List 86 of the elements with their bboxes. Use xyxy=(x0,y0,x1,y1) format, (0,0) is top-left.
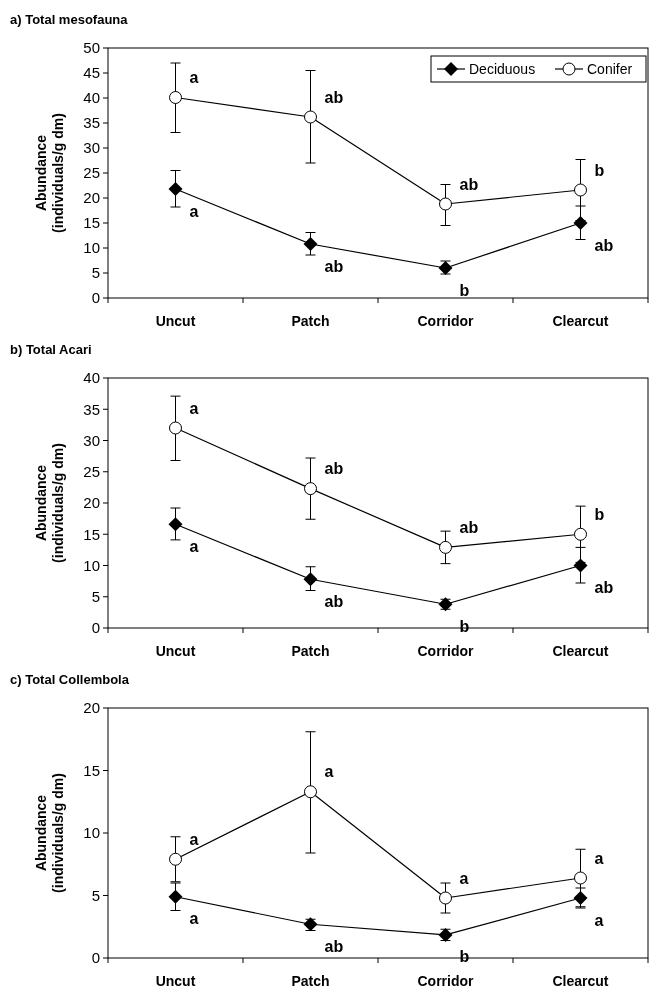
annotation: b xyxy=(459,617,470,635)
y-tick-label: 40 xyxy=(83,89,100,107)
y-tick-label: 35 xyxy=(83,400,100,418)
point xyxy=(169,421,182,435)
y-tick-label: 20 xyxy=(83,189,100,207)
annotation: a xyxy=(189,399,199,417)
y-axis-title: Abundance (individuals/g dm) xyxy=(33,773,66,893)
annotation: ab xyxy=(324,460,344,478)
y-tick-label: 25 xyxy=(83,164,100,182)
y-tick-label: 0 xyxy=(91,619,100,637)
x-tick-label: Uncut xyxy=(155,973,196,989)
chart-title: a) Total mesofauna xyxy=(10,12,129,27)
x-tick-label: Patch xyxy=(291,973,330,989)
chart-title: c) Total Collembola xyxy=(10,672,130,687)
y-tick-label: 10 xyxy=(83,556,100,574)
y-axis-title: Abundance (individuals/g dm) xyxy=(33,113,66,233)
x-tick-label: Clearcut xyxy=(552,643,609,659)
y-tick-label: 10 xyxy=(83,239,100,257)
x-tick-label: Uncut xyxy=(155,643,196,659)
point xyxy=(168,889,183,904)
annotation: b xyxy=(594,161,605,179)
annotation: b xyxy=(459,948,470,966)
annotation: ab xyxy=(324,937,344,955)
y-tick-label: 15 xyxy=(83,761,100,779)
point xyxy=(439,540,452,554)
legend-label: Deciduous xyxy=(469,60,536,77)
y-tick-label: 15 xyxy=(83,214,100,232)
y-tick-label: 0 xyxy=(91,289,100,307)
annotation: a xyxy=(459,869,469,887)
y-tick-label: 5 xyxy=(91,264,100,282)
y-tick-label: 5 xyxy=(91,588,100,605)
y-tick-label: 0 xyxy=(91,949,100,967)
annotation: ab xyxy=(459,518,479,536)
annotation: a xyxy=(324,763,334,781)
annotation: b xyxy=(594,505,605,523)
y-tick-label: 40 xyxy=(83,369,100,387)
x-tick-label: Clearcut xyxy=(552,973,609,989)
annotation: ab xyxy=(324,88,344,106)
chart-title: b) Total Acari xyxy=(10,342,92,357)
annotation: a xyxy=(189,202,199,220)
point xyxy=(169,852,182,866)
x-tick-label: Corridor xyxy=(417,313,475,329)
y-tick-label: 5 xyxy=(91,886,100,904)
point xyxy=(304,785,317,799)
y-tick-label: 10 xyxy=(83,824,100,842)
point xyxy=(169,91,182,104)
point xyxy=(304,482,317,496)
x-tick-label: Corridor xyxy=(417,643,475,659)
point xyxy=(304,110,317,124)
point xyxy=(574,183,587,197)
y-tick-label: 20 xyxy=(83,699,100,717)
point xyxy=(439,197,452,211)
x-tick-label: Patch xyxy=(291,643,330,659)
x-tick-label: Patch xyxy=(291,313,330,329)
annotation: a xyxy=(189,69,199,87)
annotation: a xyxy=(189,830,199,848)
point xyxy=(168,182,183,196)
legend-label: Conifer xyxy=(587,60,633,77)
point xyxy=(439,891,452,905)
y-tick-label: 45 xyxy=(83,64,100,82)
point xyxy=(168,517,183,532)
x-tick-label: Corridor xyxy=(417,973,475,989)
y-tick-label: 15 xyxy=(83,525,100,543)
annotation: ab xyxy=(594,579,614,597)
annotation: ab xyxy=(324,257,344,275)
point xyxy=(303,237,318,251)
point xyxy=(574,527,587,541)
y-tick-label: 30 xyxy=(83,139,100,157)
x-tick-label: Clearcut xyxy=(552,313,609,329)
annotation: ab xyxy=(594,236,614,254)
y-tick-label: 50 xyxy=(83,39,100,57)
y-axis-title: Abundance (individuals/g dm) xyxy=(33,443,66,563)
annotation: a xyxy=(189,537,199,555)
annotation: b xyxy=(459,281,470,299)
y-tick-label: 20 xyxy=(83,494,100,512)
annotation: a xyxy=(594,911,604,929)
annotation: ab xyxy=(459,175,479,193)
y-tick-label: 35 xyxy=(83,114,100,132)
point xyxy=(574,871,587,885)
y-tick-label: 25 xyxy=(83,463,100,480)
x-tick-label: Uncut xyxy=(155,313,196,329)
point xyxy=(303,572,318,587)
annotation: a xyxy=(594,849,604,867)
annotation: ab xyxy=(324,592,344,610)
y-tick-label: 30 xyxy=(83,431,100,449)
annotation: a xyxy=(189,910,199,928)
